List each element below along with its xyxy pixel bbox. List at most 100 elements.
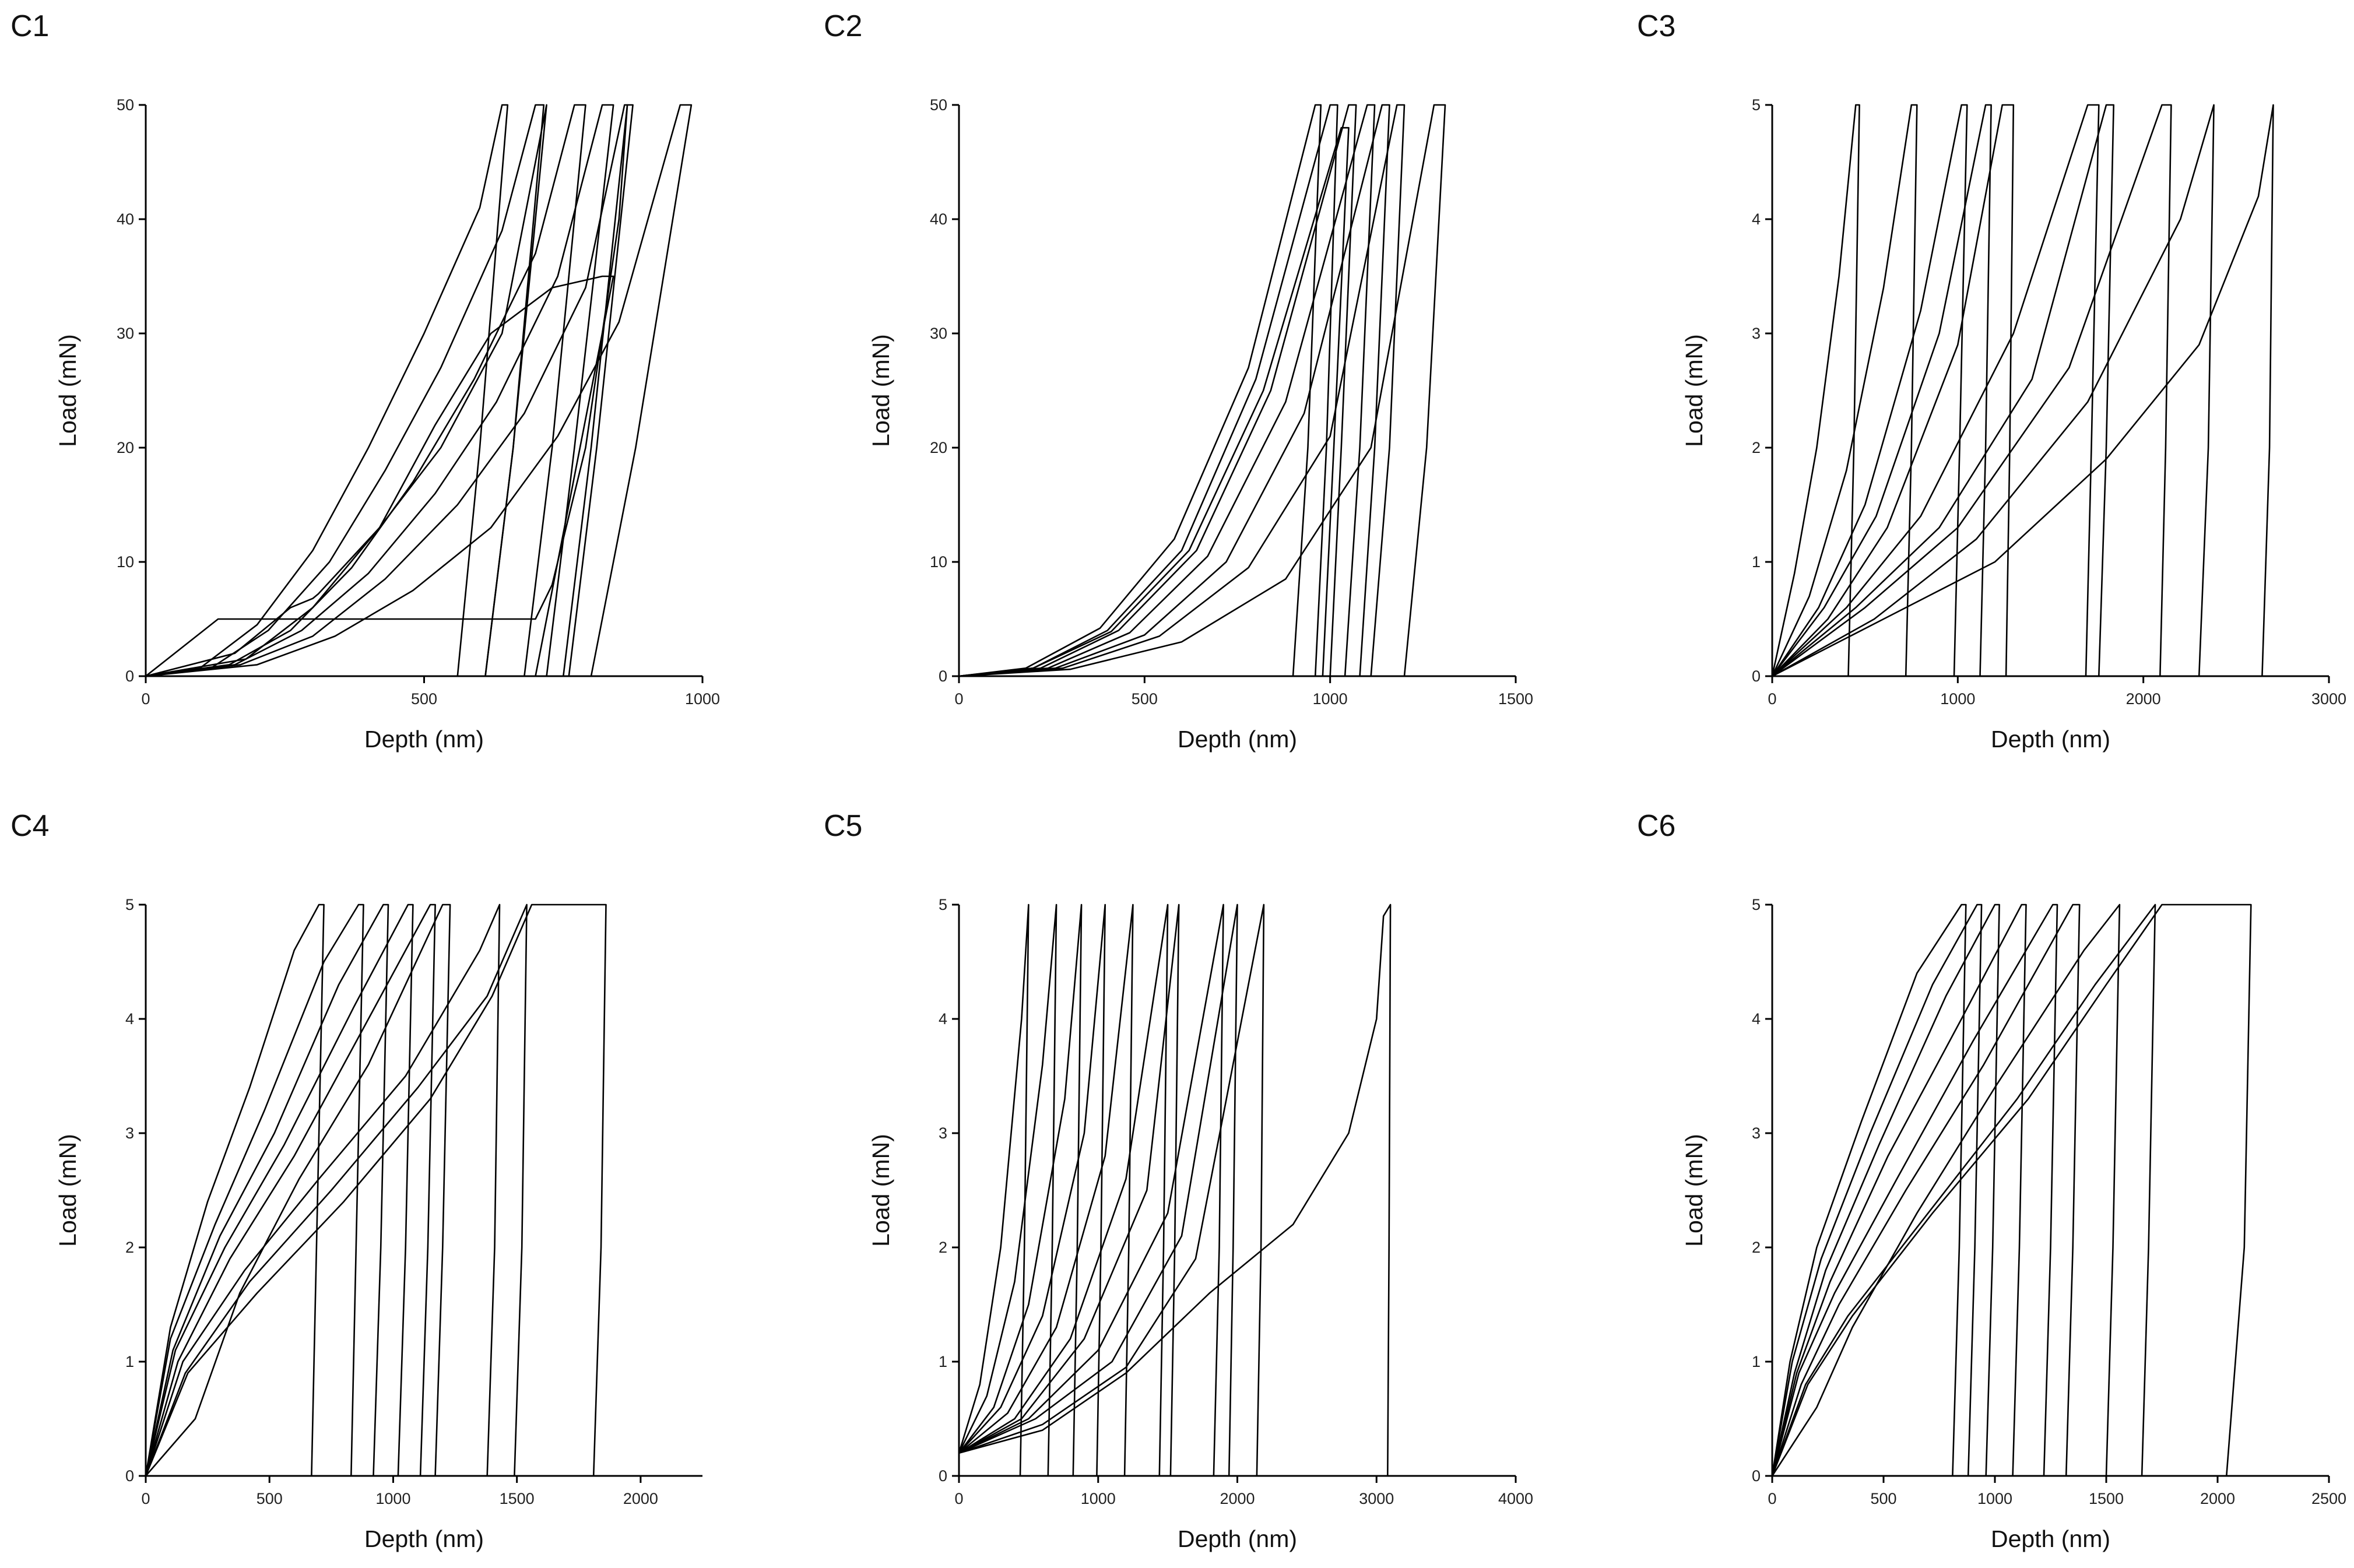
panel-c4: C4 0 500 1000 1500 2000 0 1 2 3 4 5 Depth (nm) Load (… [10, 809, 702, 1552]
series-line-6 [1772, 104, 2100, 677]
series-line-10 [1772, 104, 2274, 677]
y-tick-label: 0 [125, 1467, 134, 1485]
x-axis-title: Depth (nm) [364, 726, 484, 753]
series-line-4 [958, 903, 1106, 1476]
series-line-3 [1771, 903, 2000, 1476]
y-tick-label: 2 [125, 1239, 134, 1256]
x-tick-label: 0 [1768, 690, 1776, 708]
x-tick-label: 1500 [500, 1490, 535, 1507]
x-axis-title: Depth (nm) [1178, 726, 1297, 753]
panel-c5: C5 0 1000 2000 3000 4000 0 1 2 3 4 5 Depth (nm) Load … [824, 809, 1533, 1552]
series-line-2 [1771, 104, 1918, 677]
x-tick-label: 2000 [2200, 1490, 2235, 1507]
y-tick-label: 5 [939, 896, 947, 913]
series-line-3 [145, 104, 586, 677]
y-tick-label: 0 [939, 667, 947, 685]
y-tick-label: 3 [1752, 1124, 1761, 1142]
series-line-4 [958, 104, 1322, 677]
x-tick-label: 1500 [1498, 690, 1533, 708]
panel-label: C1 [10, 9, 49, 43]
series-line-6 [145, 903, 451, 1476]
y-tick-label: 10 [930, 553, 947, 571]
series-line-2 [958, 903, 1057, 1476]
panel-label: C3 [1637, 9, 1675, 43]
y-tick-label: 0 [939, 1467, 947, 1485]
y-tick-label: 50 [117, 96, 134, 114]
x-axis-title: Depth (nm) [1991, 726, 2110, 753]
y-tick-label: 0 [125, 667, 134, 685]
y-tick-label: 4 [939, 1010, 947, 1028]
x-tick-label: 500 [257, 1490, 283, 1507]
y-tick-label: 1 [939, 1353, 947, 1370]
panel-label: C6 [1637, 809, 1675, 843]
x-tick-label: 0 [141, 1490, 150, 1507]
series-line-2 [958, 104, 1357, 677]
series-line-7 [958, 104, 1406, 677]
x-axis-title: Depth (nm) [1991, 1525, 2110, 1552]
y-tick-label: 1 [125, 1353, 134, 1370]
panel-c3: C3 0 1000 2000 3000 0 1 2 3 4 5 Depth (nm) Load (mN) [1637, 9, 2346, 753]
y-tick-label: 0 [1752, 1467, 1761, 1485]
series-line-4 [1771, 903, 2027, 1476]
panel-label: C2 [824, 9, 862, 43]
x-tick-label: 1000 [1977, 1490, 2012, 1507]
y-axis-title: Load (mN) [867, 334, 894, 447]
y-tick-label: 3 [1752, 325, 1761, 342]
series-line-4 [145, 104, 614, 677]
x-tick-label: 2000 [623, 1490, 658, 1507]
series-line-3 [958, 104, 1376, 677]
series-line-2 [1771, 903, 1983, 1476]
series-line-9 [958, 903, 1238, 1476]
x-tick-label: 1000 [1940, 690, 1975, 708]
series-line-2 [145, 104, 545, 677]
panel-label: C4 [10, 809, 49, 843]
series-line-3 [1771, 104, 1968, 677]
series-line-4 [1771, 104, 1992, 677]
series-line-9 [145, 903, 607, 1476]
series-line-1 [145, 903, 325, 1476]
y-tick-label: 4 [125, 1010, 134, 1028]
y-tick-label: 3 [939, 1124, 947, 1142]
y-tick-label: 5 [1752, 96, 1761, 114]
x-tick-label: 1000 [1081, 1490, 1116, 1507]
x-tick-label: 2000 [2126, 690, 2161, 708]
x-tick-label: 500 [411, 690, 437, 708]
panel-label: C5 [824, 809, 862, 843]
series-line-7 [145, 104, 547, 677]
x-tick-label: 1000 [375, 1490, 410, 1507]
panel-c2: C2 0 500 1000 1500 0 10 20 30 40 50 Depth (nm) Load … [824, 9, 1533, 753]
y-tick-label: 5 [125, 896, 134, 913]
y-tick-label: 20 [117, 439, 134, 456]
y-tick-label: 4 [1752, 1010, 1761, 1028]
x-axis-title: Depth (nm) [364, 1525, 484, 1552]
y-tick-label: 20 [930, 439, 947, 456]
y-tick-label: 50 [930, 96, 947, 114]
panel-c6: C6 0 500 1000 1500 2000 2500 0 1 2 3 4 5 Depth (nm) Lo… [1637, 809, 2346, 1552]
series-line-6 [145, 104, 693, 677]
series-line-10 [958, 903, 1265, 1476]
x-tick-label: 0 [954, 690, 963, 708]
x-tick-label: 0 [141, 690, 150, 708]
y-tick-label: 1 [1752, 553, 1761, 571]
y-axis-title: Load (mN) [1681, 1134, 1707, 1247]
series-line-8 [145, 104, 628, 677]
series-line-6 [958, 903, 1169, 1476]
x-tick-label: 4000 [1498, 1490, 1533, 1507]
x-tick-label: 1000 [1313, 690, 1348, 708]
series-line-1 [958, 903, 1030, 1476]
x-tick-label: 0 [1768, 1490, 1776, 1507]
series-line-8 [145, 903, 528, 1476]
x-tick-label: 2000 [1220, 1490, 1255, 1507]
x-tick-label: 500 [1132, 690, 1158, 708]
series-line-5 [958, 903, 1134, 1476]
x-tick-label: 1500 [2089, 1490, 2124, 1507]
y-axis-title: Load (mN) [54, 334, 81, 447]
panel-c1: C1 0 500 1000 0 10 20 30 40 50 Depth (nm) Load (mN) [10, 9, 720, 753]
series-line-1 [145, 104, 509, 677]
series-line-8 [1772, 104, 2172, 677]
series-line-2 [145, 903, 364, 1476]
y-tick-label: 2 [939, 1239, 947, 1256]
series-line-6 [1771, 903, 2081, 1476]
series-line-8 [1771, 903, 2156, 1476]
